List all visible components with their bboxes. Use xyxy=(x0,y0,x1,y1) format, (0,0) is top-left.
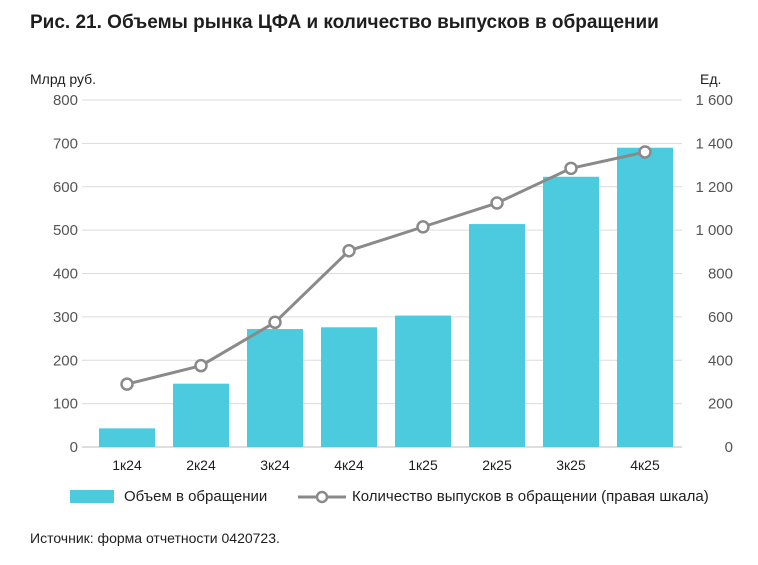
y-right-tick-label: 200 xyxy=(708,396,733,413)
chart-plot: 0 0 100 200 200 400 300 600 400 800 500 1 000 600 1 2… xyxy=(53,92,733,473)
bar xyxy=(395,315,451,447)
legend-label-volume: Объем в обращении xyxy=(124,488,268,505)
legend-item-volume: Объем в обращении xyxy=(70,488,267,505)
line-point xyxy=(268,315,282,330)
bar xyxy=(321,327,377,447)
legend-line-swatch xyxy=(298,490,346,503)
x-tick-label: 1к24 xyxy=(112,457,142,473)
source-note: Источник: форма отчетности 0420723. xyxy=(30,530,280,546)
y-left-tick-label: 700 xyxy=(53,135,78,152)
y-right-tick-label: 1 400 xyxy=(695,135,733,152)
left-axis-unit: Млрд руб. xyxy=(30,71,97,87)
y-left-tick-label: 100 xyxy=(53,396,78,413)
line-point xyxy=(120,377,134,391)
x-tick-label: 2к24 xyxy=(186,457,216,473)
chart-legend: Объем в обращении Количество выпусков в … xyxy=(0,488,758,514)
legend-bar-swatch xyxy=(70,490,114,503)
y-left-tick-label: 500 xyxy=(53,222,78,239)
line-point xyxy=(564,161,578,176)
line-point xyxy=(490,196,504,210)
y-left-tick-label: 0 xyxy=(70,439,78,456)
bar xyxy=(173,383,229,447)
y-right-tick-label: 400 xyxy=(708,352,733,369)
x-tick-label: 4к25 xyxy=(630,457,660,473)
y-left-tick-label: 800 xyxy=(53,92,78,109)
x-tick-label: 2к25 xyxy=(482,457,512,473)
line-point xyxy=(194,358,208,373)
x-tick-label: 3к24 xyxy=(260,457,290,473)
y-left-tick-label: 400 xyxy=(53,266,78,283)
x-tick-label: 1к25 xyxy=(408,457,438,473)
legend-label-issues: Количество выпусков в обращении (правая … xyxy=(352,488,709,505)
y-right-tick-label: 1 200 xyxy=(695,179,733,196)
y-right-tick-label: 0 xyxy=(725,439,733,456)
x-tick-label: 4к24 xyxy=(334,457,364,473)
x-tick-label: 3к25 xyxy=(556,457,586,473)
line-point xyxy=(416,220,430,234)
y-left-tick-label: 300 xyxy=(53,309,78,326)
y-right-tick-label: 800 xyxy=(708,266,733,283)
bar xyxy=(469,224,525,447)
y-right-tick-label: 1 600 xyxy=(695,92,733,109)
y-right-tick-label: 600 xyxy=(708,309,733,326)
series-line xyxy=(126,150,646,386)
legend-item-issues: Количество выпусков в обращении (правая … xyxy=(298,488,709,505)
bar xyxy=(99,428,155,447)
right-axis-unit: Ед. xyxy=(700,71,722,87)
line-point xyxy=(638,145,652,159)
y-left-tick-label: 600 xyxy=(53,179,78,196)
y-right-tick-label: 1 000 xyxy=(695,222,733,239)
line-point xyxy=(342,243,356,258)
bar xyxy=(543,176,599,447)
bar xyxy=(617,147,673,447)
y-left-tick-label: 200 xyxy=(53,352,78,369)
bar xyxy=(247,329,303,447)
chart-title: Рис. 21. Объемы рынка ЦФА и количество в… xyxy=(30,12,659,33)
